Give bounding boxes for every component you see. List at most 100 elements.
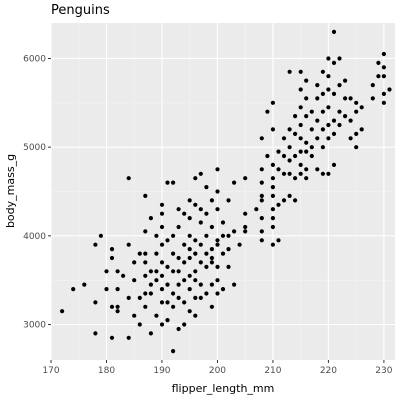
data-point: [154, 313, 159, 318]
data-point: [348, 118, 353, 123]
x-axis-title: flipper_length_mm: [172, 382, 275, 395]
data-point: [137, 322, 142, 327]
data-point: [182, 278, 187, 283]
data-point: [204, 233, 209, 238]
data-point: [281, 153, 287, 159]
data-point: [281, 136, 287, 141]
data-point: [326, 87, 331, 92]
data-point: [354, 145, 359, 150]
data-point: [176, 255, 181, 261]
data-point: [304, 140, 309, 145]
data-point: [259, 238, 264, 243]
y-tick-label: 4000: [23, 232, 46, 242]
data-point: [165, 318, 170, 323]
data-point: [198, 220, 203, 225]
data-point: [287, 69, 292, 74]
data-point: [270, 185, 275, 190]
data-point: [315, 118, 320, 123]
data-point: [315, 167, 320, 172]
data-point: [298, 149, 303, 154]
data-point: [193, 202, 198, 207]
data-point: [109, 304, 115, 309]
data-point: [359, 105, 364, 110]
data-point: [215, 189, 220, 194]
data-point: [104, 287, 109, 292]
data-point: [287, 171, 292, 176]
data-points: [60, 29, 392, 354]
data-point: [198, 242, 203, 247]
y-tick-label: 5000: [23, 143, 46, 153]
data-point: [148, 269, 153, 274]
data-point: [126, 176, 131, 181]
data-point: [159, 287, 165, 292]
data-point: [354, 109, 359, 114]
y-tick-label: 3000: [23, 321, 46, 331]
data-point: [209, 198, 214, 203]
x-tick-label: 190: [153, 366, 170, 376]
data-point: [270, 127, 275, 132]
data-point: [171, 180, 176, 185]
data-point: [265, 109, 270, 114]
data-point: [293, 153, 298, 159]
data-point: [209, 304, 214, 309]
data-point: [193, 278, 198, 283]
data-point: [337, 56, 342, 61]
data-point: [270, 242, 275, 247]
data-point: [204, 211, 209, 216]
data-point: [220, 220, 226, 225]
data-point: [304, 176, 309, 181]
data-point: [254, 207, 259, 212]
data-point: [159, 273, 165, 278]
data-point: [265, 153, 270, 159]
data-point: [60, 309, 65, 314]
data-point: [326, 122, 331, 128]
data-point: [154, 233, 159, 238]
data-point: [259, 198, 264, 203]
data-point: [259, 229, 264, 234]
data-point: [304, 96, 309, 101]
data-point: [209, 224, 214, 230]
data-point: [165, 282, 170, 287]
data-point: [276, 238, 281, 243]
data-point: [331, 60, 337, 65]
data-point: [276, 202, 281, 207]
data-point: [143, 260, 148, 265]
data-point: [293, 131, 298, 136]
data-point: [226, 264, 231, 269]
data-point: [337, 122, 342, 128]
data-point: [148, 282, 153, 287]
data-point: [126, 335, 131, 340]
data-point: [193, 313, 198, 318]
data-point: [204, 291, 209, 296]
data-point: [193, 176, 198, 181]
data-point: [309, 109, 314, 114]
data-point: [143, 304, 148, 309]
data-point: [381, 51, 386, 57]
data-point: [132, 313, 137, 318]
data-point: [109, 255, 115, 261]
data-point: [171, 291, 176, 296]
data-point: [331, 29, 337, 34]
data-point: [215, 242, 220, 247]
data-point: [176, 295, 181, 300]
data-point: [320, 145, 325, 150]
data-point: [298, 105, 303, 110]
data-point: [159, 300, 165, 305]
data-point: [159, 211, 165, 216]
data-point: [93, 331, 98, 336]
data-point: [187, 233, 192, 238]
data-point: [215, 264, 220, 269]
data-point: [376, 60, 381, 65]
data-point: [209, 247, 214, 252]
data-point: [281, 171, 287, 176]
data-point: [232, 180, 237, 185]
data-point: [243, 176, 248, 181]
data-point: [165, 238, 170, 243]
data-point: [287, 158, 292, 163]
data-point: [259, 136, 264, 141]
data-point: [193, 251, 198, 256]
data-point: [137, 251, 142, 256]
data-point: [287, 127, 292, 132]
data-point: [232, 229, 237, 234]
